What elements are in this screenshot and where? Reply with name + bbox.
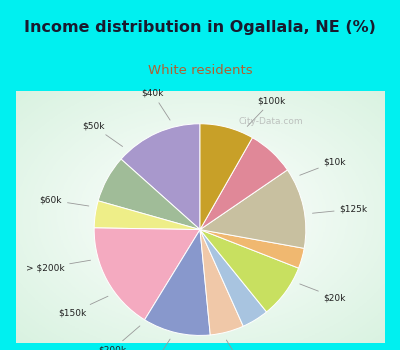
Wedge shape (94, 201, 200, 230)
Wedge shape (200, 138, 288, 230)
Text: > $200k: > $200k (26, 260, 90, 272)
Wedge shape (200, 170, 306, 248)
Text: $40k: $40k (142, 89, 170, 120)
Text: $10k: $10k (300, 157, 346, 175)
Text: $60k: $60k (40, 196, 89, 206)
Wedge shape (200, 230, 266, 326)
Text: $100k: $100k (247, 96, 286, 126)
Wedge shape (200, 230, 243, 335)
Wedge shape (200, 230, 304, 268)
Text: $75k: $75k (226, 340, 254, 350)
Text: White residents: White residents (148, 64, 252, 77)
Text: $150k: $150k (58, 296, 108, 317)
Wedge shape (200, 230, 298, 312)
Wedge shape (98, 159, 200, 230)
Text: $125k: $125k (312, 205, 368, 214)
Text: $20k: $20k (300, 284, 346, 302)
Text: Income distribution in Ogallala, NE (%): Income distribution in Ogallala, NE (%) (24, 20, 376, 35)
Text: $50k: $50k (82, 121, 122, 147)
Wedge shape (94, 228, 200, 320)
Wedge shape (200, 124, 252, 230)
Wedge shape (145, 230, 210, 335)
Text: $200k: $200k (98, 326, 140, 350)
Wedge shape (121, 124, 200, 230)
Text: $30k: $30k (141, 339, 170, 350)
Text: City-Data.com: City-Data.com (238, 117, 303, 126)
